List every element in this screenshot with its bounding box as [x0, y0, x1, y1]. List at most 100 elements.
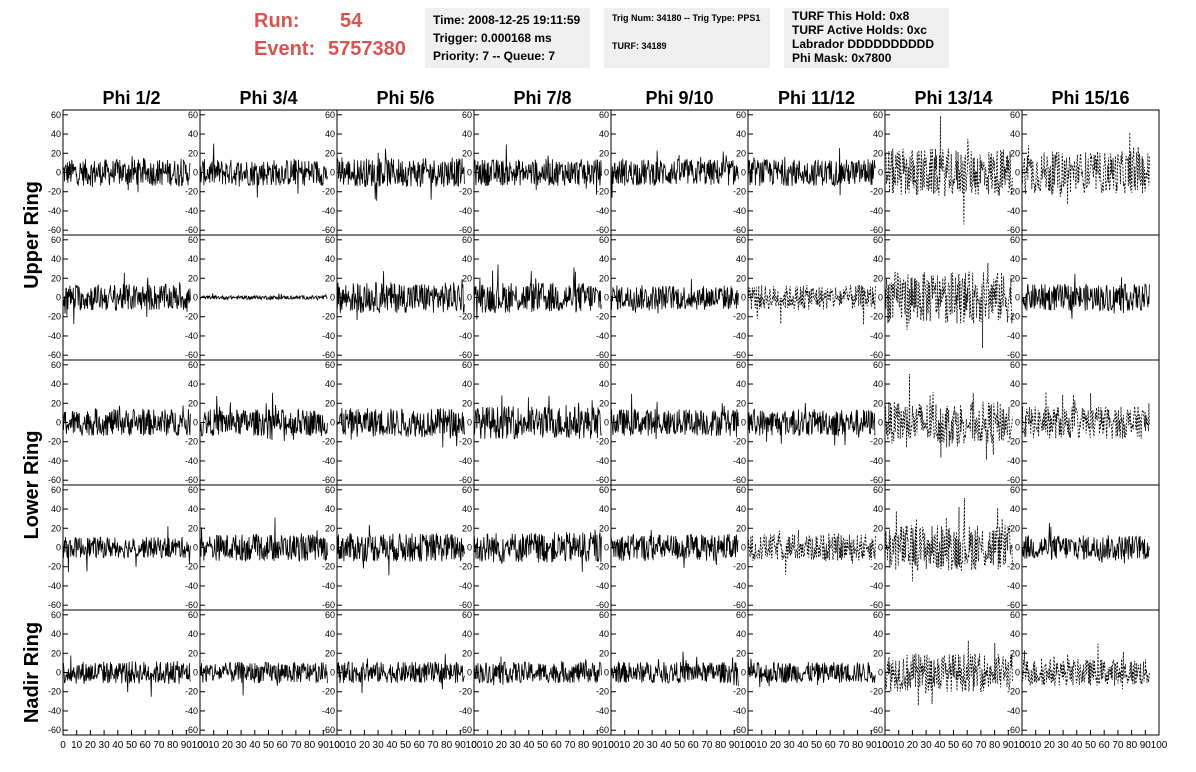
y-tick-label: -40 [322, 706, 335, 716]
y-tick-label: 20 [51, 523, 61, 533]
y-tick-label: -40 [185, 581, 198, 591]
y-tick-label: 60 [1010, 360, 1020, 370]
x-tick-label: 50 [674, 740, 686, 751]
y-tick-label: -20 [48, 437, 61, 447]
y-tick-label: -60 [48, 475, 61, 485]
x-tick-label: 50 [263, 740, 275, 751]
y-tick-label: -60 [870, 350, 883, 360]
y-tick-label: 40 [51, 629, 61, 639]
panel-frame [884, 109, 1023, 236]
waveform-trace [62, 156, 191, 193]
y-tick-label: 20 [599, 148, 609, 158]
x-tick-label: 50 [537, 740, 549, 751]
row-label: Lower Ring [21, 431, 43, 540]
y-tick-label: 20 [462, 148, 472, 158]
y-tick-label: 40 [599, 254, 609, 264]
x-tick-label: 100 [1014, 740, 1031, 751]
x-tick-label: 20 [359, 740, 371, 751]
y-tick-label: 0 [330, 418, 335, 428]
y-tick-label: 40 [462, 254, 472, 264]
y-tick-label: 60 [1010, 235, 1020, 245]
y-tick-label: 0 [330, 168, 335, 178]
y-tick-label: 60 [462, 360, 472, 370]
waveform-trace [62, 526, 191, 573]
y-tick-label: 40 [188, 629, 198, 639]
y-tick-label: -20 [1007, 562, 1020, 572]
y-tick-label: -40 [870, 706, 883, 716]
y-tick-label: -20 [48, 312, 61, 322]
column-title: Phi 3/4 [239, 88, 297, 108]
column-title: Phi 5/6 [376, 88, 434, 108]
y-tick-label: 40 [325, 254, 335, 264]
y-tick-label: -60 [185, 350, 198, 360]
y-tick-label: 40 [325, 379, 335, 389]
y-tick-label: 60 [873, 110, 883, 120]
waveform-trace [199, 661, 328, 696]
waveform-trace [473, 395, 602, 440]
y-tick-label: -60 [322, 725, 335, 735]
y-tick-label: -20 [596, 312, 609, 322]
y-tick-label: 0 [56, 418, 61, 428]
y-tick-label: -20 [459, 312, 472, 322]
y-tick-label: -60 [48, 725, 61, 735]
y-tick-label: -60 [870, 725, 883, 735]
y-tick-label: 0 [467, 543, 472, 553]
y-tick-label: -40 [185, 706, 198, 716]
x-tick-label: 40 [523, 740, 535, 751]
y-tick-label: -40 [1007, 206, 1020, 216]
x-tick-label: 70 [701, 740, 713, 751]
x-tick-label: 10 [71, 740, 83, 751]
y-tick-label: -40 [1007, 581, 1020, 591]
y-tick-label: -20 [48, 562, 61, 572]
x-tick-label: 10 [1030, 740, 1042, 751]
y-tick-label: 0 [193, 293, 198, 303]
x-tick-label: 80 [989, 740, 1001, 751]
y-tick-label: 20 [325, 273, 335, 283]
x-tick-label: 20 [770, 740, 782, 751]
y-tick-label: 0 [56, 168, 61, 178]
y-tick-label: 40 [188, 129, 198, 139]
waveform-trace [336, 653, 465, 694]
event-label: Event: [254, 38, 316, 60]
x-tick-label: 30 [510, 740, 522, 751]
y-tick-label: 40 [462, 629, 472, 639]
y-tick-label: 20 [1010, 148, 1020, 158]
priority-text: Priority: 7 -- Queue: 7 [433, 49, 556, 63]
y-tick-label: -60 [322, 225, 335, 235]
waveform-trace [884, 640, 1013, 706]
y-tick-label: 0 [1015, 668, 1020, 678]
y-tick-label: -40 [733, 331, 746, 341]
time-text: Time: 2008-12-25 19:11:59 [433, 13, 581, 27]
x-tick-label: 80 [852, 740, 864, 751]
x-tick-label: 60 [688, 740, 700, 751]
y-tick-label: 40 [325, 129, 335, 139]
y-tick-label: 60 [51, 235, 61, 245]
turf-num-text: TURF: 34189 [612, 41, 667, 51]
y-tick-label: 40 [1010, 504, 1020, 514]
y-tick-label: -40 [733, 706, 746, 716]
y-tick-label: 20 [462, 648, 472, 658]
x-tick-label: 10 [345, 740, 357, 751]
x-tick-label: 0 [745, 740, 751, 751]
x-tick-label: 60 [551, 740, 563, 751]
y-tick-label: 20 [1010, 398, 1020, 408]
y-tick-label: 0 [604, 168, 609, 178]
y-tick-label: 20 [325, 398, 335, 408]
y-tick-label: -20 [870, 187, 883, 197]
y-tick-label: -20 [870, 687, 883, 697]
y-tick-label: 40 [873, 629, 883, 639]
y-tick-label: 20 [188, 273, 198, 283]
y-tick-label: 60 [325, 110, 335, 120]
y-tick-label: -40 [322, 456, 335, 466]
y-tick-label: -40 [48, 706, 61, 716]
y-tick-label: -20 [48, 187, 61, 197]
x-tick-label: 30 [647, 740, 659, 751]
y-tick-label: 0 [467, 418, 472, 428]
y-tick-label: -60 [459, 600, 472, 610]
y-tick-label: -60 [870, 475, 883, 485]
y-tick-label: 60 [736, 610, 746, 620]
x-tick-label: 10 [208, 740, 220, 751]
waveform-trace [610, 529, 739, 569]
y-tick-label: 60 [736, 485, 746, 495]
labrador-text: Labrador DDDDDDDDDD [792, 37, 935, 51]
